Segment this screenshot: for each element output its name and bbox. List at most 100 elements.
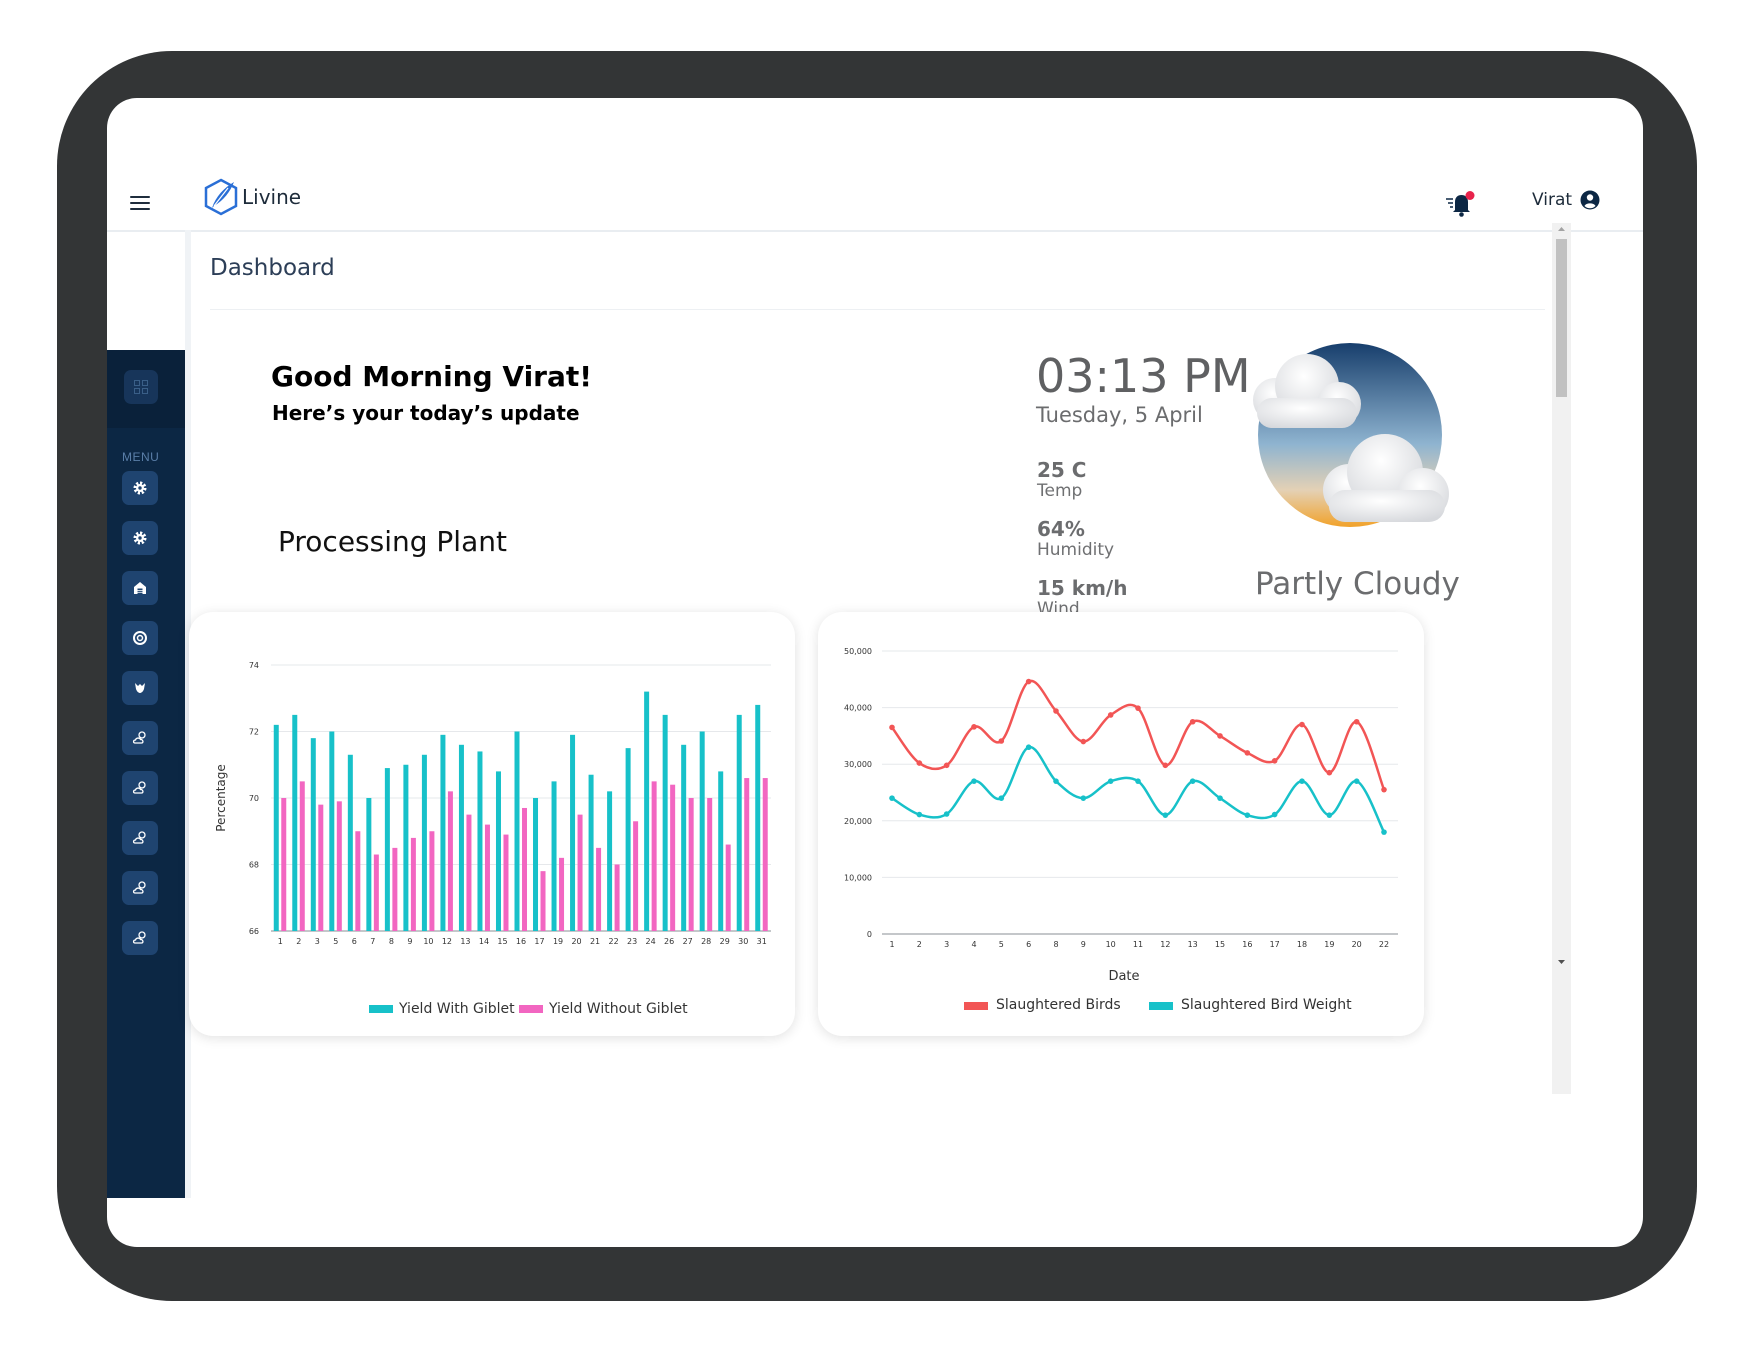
data-point-slaughtered-bird-weight xyxy=(1326,812,1333,818)
bar-yield-without-giblet xyxy=(281,798,287,931)
data-point-slaughtered-birds xyxy=(1025,678,1032,685)
x-tick-label: 13 xyxy=(460,937,470,946)
data-point-slaughtered-bird-weight xyxy=(1107,778,1114,784)
sidebar-item-weather-3[interactable] xyxy=(122,821,158,855)
bar-yield-with-giblet xyxy=(292,714,298,931)
notification-bell-icon[interactable] xyxy=(1444,190,1478,218)
data-point-slaughtered-birds xyxy=(1326,769,1333,776)
y-tick-label: 70 xyxy=(249,794,259,803)
bar-yield-without-giblet xyxy=(447,791,453,931)
x-tick-label: 29 xyxy=(720,937,730,946)
sidebar-item-weather-2[interactable] xyxy=(122,771,158,805)
data-point-slaughtered-bird-weight xyxy=(1217,795,1223,801)
bar-yield-with-giblet xyxy=(440,734,446,931)
bar-yield-without-giblet xyxy=(614,864,620,931)
bar-yield-without-giblet xyxy=(466,814,472,931)
weather-condition: Partly Cloudy xyxy=(1255,566,1460,602)
y-tick-label: 50,000 xyxy=(844,647,872,656)
humidity-value: 64% xyxy=(1037,517,1085,541)
gear-icon xyxy=(133,531,147,545)
x-axis-label: Date xyxy=(1108,969,1139,984)
x-tick-label: 19 xyxy=(553,937,563,946)
sidebar-item-configuration[interactable] xyxy=(122,521,158,555)
bar-yield-without-giblet xyxy=(503,834,509,931)
sidebar-item-farm[interactable] xyxy=(122,571,158,605)
data-point-slaughtered-birds xyxy=(971,724,977,730)
bar-yield-without-giblet xyxy=(633,821,639,931)
x-tick-label: 5 xyxy=(333,937,338,946)
legend-swatch-slaughtered-bird-weight xyxy=(1149,1002,1173,1010)
data-point-slaughtered-bird-weight xyxy=(1135,778,1141,784)
top-navbar: Livine Virat xyxy=(107,176,1643,232)
x-tick-label: 3 xyxy=(944,940,949,949)
sidebar-item-birds[interactable] xyxy=(122,671,158,705)
sidebar-item-weather-4[interactable] xyxy=(122,871,158,905)
sidebar-divider xyxy=(185,230,191,1198)
sidebar-item-weather-1[interactable] xyxy=(122,721,158,755)
greeting-title: Good Morning Virat! xyxy=(271,360,593,393)
data-point-slaughtered-bird-weight xyxy=(1025,744,1032,751)
bar-yield-with-giblet xyxy=(607,791,613,931)
bar-yield-without-giblet xyxy=(484,824,490,931)
bar-yield-with-giblet xyxy=(662,714,668,931)
x-tick-label: 18 xyxy=(1297,940,1307,949)
slaughter-chart-card: 0 10,000 20,000 30,000 40,000 50,000 1 2 3 4 5 6 8 9 1… xyxy=(818,612,1424,1036)
x-tick-label: 30 xyxy=(738,937,748,946)
weather-icon xyxy=(132,731,146,744)
app-screen: Livine Virat xyxy=(107,98,1643,1247)
user-menu[interactable]: Virat xyxy=(1532,190,1600,210)
bar-yield-with-giblet xyxy=(514,731,520,931)
x-tick-label: 26 xyxy=(664,937,674,946)
gear-icon xyxy=(133,481,147,495)
y-tick-label: 10,000 xyxy=(844,873,872,882)
weather-icon xyxy=(132,781,146,794)
sidebar-item-settings[interactable] xyxy=(122,471,158,505)
bar-yield-without-giblet xyxy=(725,844,731,931)
sidebar-menu-label: MENU xyxy=(122,450,160,464)
bar-yield-with-giblet xyxy=(347,754,353,931)
x-tick-label: 1 xyxy=(278,937,283,946)
page-scrollbar[interactable] xyxy=(1552,223,1571,1094)
bar-yield-without-giblet xyxy=(670,784,676,931)
app-name: Livine xyxy=(242,185,302,209)
data-point-slaughtered-bird-weight xyxy=(1053,778,1059,784)
y-tick-label: 40,000 xyxy=(844,704,872,713)
bar-yield-without-giblet xyxy=(336,801,342,931)
data-point-slaughtered-birds xyxy=(1244,750,1251,756)
sidebar-item-monitoring[interactable] xyxy=(122,621,158,655)
title-divider xyxy=(210,309,1545,310)
scroll-up-icon[interactable] xyxy=(1552,223,1571,235)
feather-logo-icon xyxy=(204,178,238,216)
legend-swatch-yield-with-giblet xyxy=(369,1005,393,1013)
y-tick-label: 30,000 xyxy=(844,760,872,769)
x-tick-label: 6 xyxy=(352,937,357,946)
x-tick-label: 3 xyxy=(315,937,320,946)
data-point-slaughtered-birds xyxy=(1162,762,1169,769)
data-point-slaughtered-bird-weight xyxy=(943,811,950,817)
data-point-slaughtered-bird-weight xyxy=(1271,811,1278,818)
sidebar-header xyxy=(107,350,185,428)
scroll-down-icon[interactable] xyxy=(1552,956,1571,968)
data-point-slaughtered-bird-weight xyxy=(1189,778,1196,784)
data-point-slaughtered-birds xyxy=(1217,733,1223,739)
bar-yield-with-giblet xyxy=(681,744,687,931)
series-line-slaughtered-birds xyxy=(890,679,1386,791)
x-tick-label: 23 xyxy=(627,937,637,946)
bar-yield-without-giblet xyxy=(540,871,546,931)
legend-label-slaughtered-bird-weight: Slaughtered Bird Weight xyxy=(1181,997,1352,1013)
hamburger-menu-icon[interactable] xyxy=(130,196,150,210)
x-tick-label: 20 xyxy=(571,937,581,946)
bar-yield-without-giblet xyxy=(355,831,361,931)
x-tick-label: 1 xyxy=(889,940,894,949)
app-logo[interactable]: Livine xyxy=(204,178,301,216)
gauge-icon xyxy=(133,631,147,645)
sidebar-item-weather-5[interactable] xyxy=(122,921,158,955)
data-point-slaughtered-birds xyxy=(1053,708,1059,714)
data-point-slaughtered-birds xyxy=(943,762,950,769)
data-point-slaughtered-birds xyxy=(1080,738,1087,745)
humidity-label: Humidity xyxy=(1037,540,1115,560)
dashboard-grid-icon[interactable] xyxy=(124,370,158,404)
barn-icon xyxy=(134,582,146,594)
scroll-thumb[interactable] xyxy=(1556,239,1567,397)
data-point-slaughtered-bird-weight xyxy=(1353,778,1360,784)
